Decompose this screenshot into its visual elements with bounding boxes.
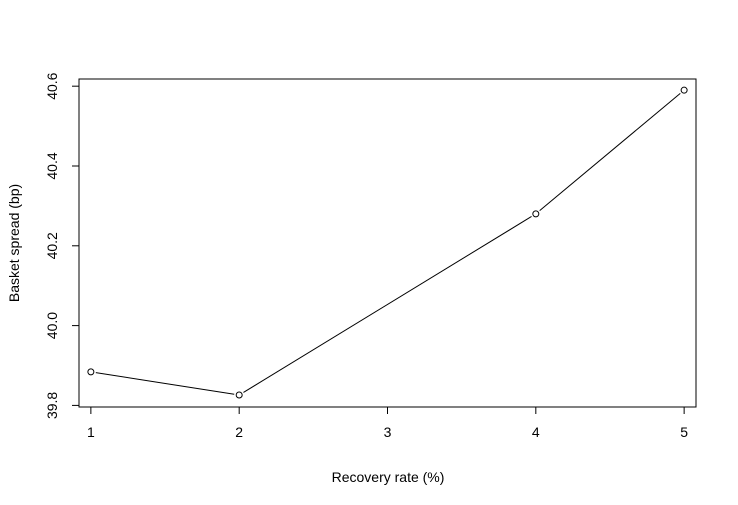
y-tick-label-40.0: 40.0: [44, 312, 60, 339]
y-tick-label-40.2: 40.2: [44, 232, 60, 259]
y-tick-label-40.4: 40.4: [44, 152, 60, 179]
y-tick-label-39.8: 39.8: [44, 392, 60, 419]
data-point-5: [680, 86, 688, 94]
y-tick-label-40.6: 40.6: [44, 72, 60, 99]
x-axis-title: Recovery rate (%): [332, 469, 445, 485]
x-tick-label-2: 2: [235, 424, 243, 440]
data-point-4: [532, 210, 540, 218]
series-0-segment-0: [95, 372, 235, 395]
series-layer: [87, 86, 688, 399]
x-tick-label-1: 1: [87, 424, 95, 440]
x-tick-label-4: 4: [532, 424, 540, 440]
y-axis: 39.8 40.0 40.2 40.4 40.6: [44, 72, 80, 419]
x-tick-label-3: 3: [384, 424, 392, 440]
data-point-2: [235, 391, 243, 399]
series-0-segment-1: [243, 216, 532, 393]
series-0-segment-2: [539, 92, 681, 212]
y-axis-title: Basket spread (bp): [6, 184, 22, 302]
data-point-1: [87, 368, 95, 376]
x-axis: 1 2 3 4 5: [87, 406, 688, 440]
x-tick-label-5: 5: [680, 424, 688, 440]
